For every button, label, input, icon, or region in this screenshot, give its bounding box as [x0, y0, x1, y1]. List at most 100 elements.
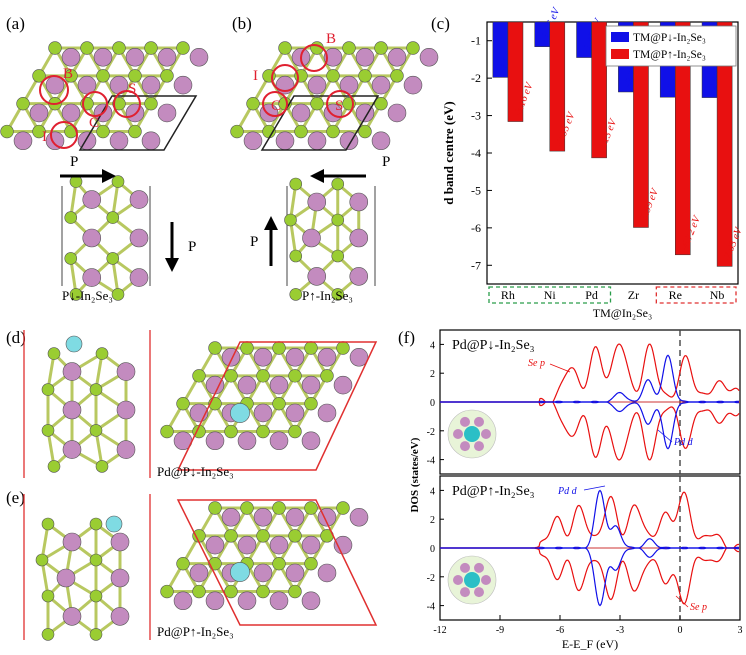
in-atom: [291, 103, 311, 123]
group-box: [488, 286, 612, 304]
panel-d-top-view: [160, 341, 378, 471]
y-tick-label: 0: [430, 544, 435, 555]
se-atom: [192, 529, 206, 543]
in-atom: [419, 48, 439, 67]
in-atom: [275, 131, 295, 151]
x-tick-label: Pd: [585, 288, 598, 302]
in-atom: [243, 131, 263, 151]
pd-d-down-curve: [440, 401, 739, 450]
se-atom: [256, 369, 270, 383]
pd-d-down-curve: [440, 547, 739, 607]
legend-swatch: [611, 32, 629, 42]
in-atom: [237, 375, 257, 395]
se-atom: [374, 41, 388, 55]
x-tick-label: 0: [678, 625, 683, 636]
annotation-leader: [583, 485, 606, 491]
in-atom: [129, 268, 149, 287]
panel-b: (b) B I C S P P P↑-In₂Se₃: [230, 14, 439, 303]
x-tick-label: Zr: [628, 288, 639, 302]
site-circle-i2: [271, 64, 299, 92]
in-atom: [371, 75, 391, 95]
panel-b-caption: P↑-In₂Se₃: [302, 288, 353, 303]
inset-atom: [460, 416, 470, 427]
se-atom: [331, 249, 345, 263]
annotation-pd-d: Pd d: [673, 437, 694, 448]
in-atom: [141, 131, 161, 151]
in-atom: [333, 375, 353, 395]
legend-label: TM@P↓-In₂Se₃: [633, 32, 706, 44]
se-atom: [272, 556, 286, 571]
in-atom: [253, 348, 273, 367]
in-atom: [349, 508, 369, 527]
dos-subplot-title: Pd@P↑-In₂Se₃: [452, 484, 535, 499]
x-tick-label: -3: [616, 625, 624, 636]
y-axis-label: d band centre (eV): [441, 101, 456, 204]
in-atom: [285, 508, 305, 527]
se-atom: [32, 69, 46, 83]
x-axis-label: E-E_F (eV): [562, 637, 618, 651]
y-tick-label: 0: [430, 398, 435, 409]
se-atom: [96, 124, 110, 139]
y-axis-label: DOS (states/eV): [409, 437, 421, 512]
se-atom: [304, 341, 318, 355]
in-atom: [82, 190, 102, 209]
legend-swatch: [611, 49, 629, 59]
inset-atom: [474, 441, 484, 452]
site-label-s2: S: [335, 98, 343, 114]
se-atom: [112, 41, 126, 55]
site-label-c2: C: [271, 98, 281, 114]
in-atom: [317, 563, 337, 583]
y-tick-label: -4: [471, 146, 481, 160]
se-atom: [16, 96, 30, 111]
inset-atom: [453, 575, 463, 585]
bar-up-nb: [716, 21, 733, 267]
se-atom: [106, 211, 120, 224]
inset-atom: [481, 429, 491, 439]
site-circle-i: [50, 121, 78, 149]
site-circle-b2: [300, 44, 328, 72]
panel-a-caption: P↓-In₂Se₃: [62, 288, 113, 303]
in-atom: [285, 403, 305, 423]
se-atom: [284, 213, 297, 227]
se-atom: [89, 517, 103, 531]
in-atom: [129, 228, 149, 248]
se-atom: [230, 124, 244, 139]
se-atom: [89, 589, 103, 603]
in-atom: [302, 228, 321, 248]
panel-a-side-view: [61, 175, 151, 301]
se-atom: [89, 628, 103, 641]
site-circle-c: [82, 91, 108, 117]
site-circle-b: [39, 75, 69, 105]
se-atom: [41, 383, 55, 396]
se-atom: [47, 460, 61, 473]
se-atom: [89, 383, 103, 396]
se-atom: [224, 369, 238, 383]
y-tick-label: 4: [430, 340, 435, 351]
d-band-bar-chart: -1-2-3-4-5-6-7d band centre (eV)-1.98 eV…: [441, 5, 745, 320]
unit-cell-outline: [176, 499, 378, 626]
panel-c: (c) -1-2-3-4-5-6-7d band centre (eV)-1.9…: [431, 5, 745, 320]
se-atom: [128, 69, 142, 83]
panel-e-top-view: [160, 499, 378, 626]
se-atom: [160, 69, 174, 83]
se-atom: [342, 41, 356, 55]
se-atom: [69, 288, 83, 301]
in-atom: [62, 607, 82, 626]
bar-up-ni: [549, 21, 566, 152]
se-atom: [336, 341, 350, 355]
in-atom: [173, 75, 193, 95]
group-box: [655, 286, 737, 304]
se-atom: [289, 288, 303, 301]
se-atom: [272, 396, 286, 411]
panel-b-label: (b): [232, 14, 252, 33]
in-atom: [317, 403, 337, 423]
panel-e-caption: Pd@P↑-In₂Se₃: [157, 624, 234, 639]
se-atom: [240, 501, 254, 515]
se-atom: [112, 96, 126, 111]
in-atom: [221, 348, 241, 367]
se-atom: [256, 424, 270, 439]
legend-label: TM@P↑-In₂Se₃: [633, 49, 706, 61]
arrowhead-horizontal-b: [310, 169, 324, 183]
se-atom: [358, 124, 372, 139]
in-atom: [116, 400, 136, 420]
